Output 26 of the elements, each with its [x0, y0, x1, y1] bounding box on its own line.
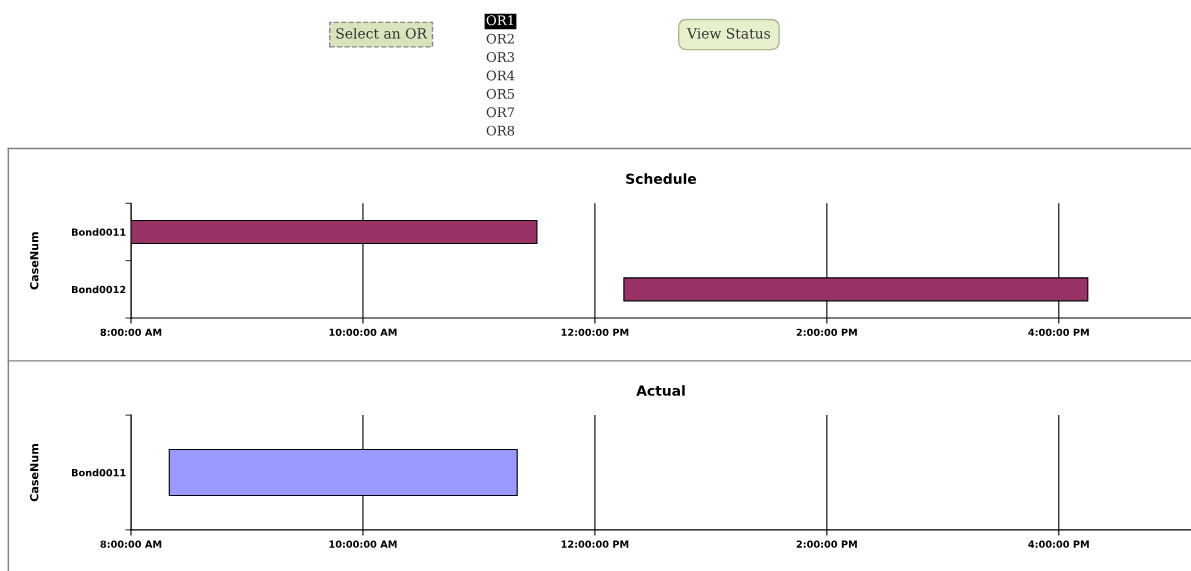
- text: OR3: [486, 52, 515, 63]
- text: OR5: [486, 88, 515, 99]
- chart-title: Schedule: [626, 173, 697, 185]
- x-tick-label: 2:00:00 PM: [796, 540, 857, 548]
- y-tick-label: Bond0011: [72, 468, 126, 477]
- text: View Status: [686, 28, 771, 39]
- x-tick-label: 12:00:00 PM: [561, 328, 629, 336]
- x-tick-label: 10:00:00 AM: [329, 328, 397, 336]
- text: Select an OR: [336, 27, 428, 39]
- text: OR4: [486, 70, 515, 81]
- text: OR8: [486, 125, 515, 136]
- text: OR2: [486, 33, 514, 44]
- y-axis-title: CaseNum: [30, 444, 39, 502]
- x-tick-label: 2:00:00 PM: [796, 328, 857, 336]
- x-tick-label: 4:00:00 PM: [1028, 328, 1089, 336]
- y-tick-label: Bond0012: [72, 285, 126, 294]
- x-tick-label: 8:00:00 AM: [100, 328, 162, 336]
- text: OR1: [486, 15, 514, 26]
- x-tick-label: 4:00:00 PM: [1028, 540, 1089, 548]
- x-tick-label: 8:00:00 AM: [100, 540, 162, 548]
- x-tick-label: 12:00:00 PM: [561, 540, 629, 548]
- y-axis-title: CaseNum: [30, 232, 39, 290]
- x-tick-label: 10:00:00 AM: [329, 540, 397, 548]
- text: OR7: [486, 107, 515, 118]
- chart-title: Actual: [636, 385, 685, 396]
- y-tick-label: Bond0011: [72, 228, 126, 236]
